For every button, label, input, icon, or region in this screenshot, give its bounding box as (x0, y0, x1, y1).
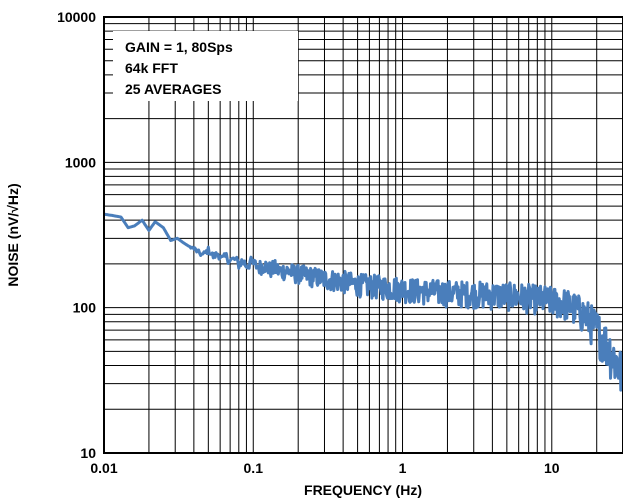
x-tick-label: 1 (399, 460, 407, 476)
y-axis-title: NOISE (nV/√Hz) (5, 183, 21, 286)
series-line-0 (103, 212, 623, 392)
plot-frame (103, 16, 623, 454)
x-axis-title: FREQUENCY (Hz) (304, 482, 422, 498)
x-tick-label: 0.01 (90, 460, 117, 476)
x-tick-label: 0.1 (244, 460, 264, 476)
annotation-line-3: 25 AVERAGES (125, 81, 221, 97)
y-tick-label: 1000 (65, 154, 96, 170)
tick-labels: 0.01 0.1 1 10 10 100 1000 10000 (57, 9, 560, 476)
annotation-box (113, 31, 298, 101)
y-tick-label: 100 (73, 300, 97, 316)
annotation-line-2: 64k FFT (125, 60, 178, 76)
y-tick-label: 10000 (57, 9, 96, 25)
annotation-line-1: GAIN = 1, 80Sps (125, 39, 233, 55)
series-layer (103, 212, 623, 392)
y-tick-label: 10 (80, 445, 96, 461)
x-tick-label: 10 (544, 460, 560, 476)
